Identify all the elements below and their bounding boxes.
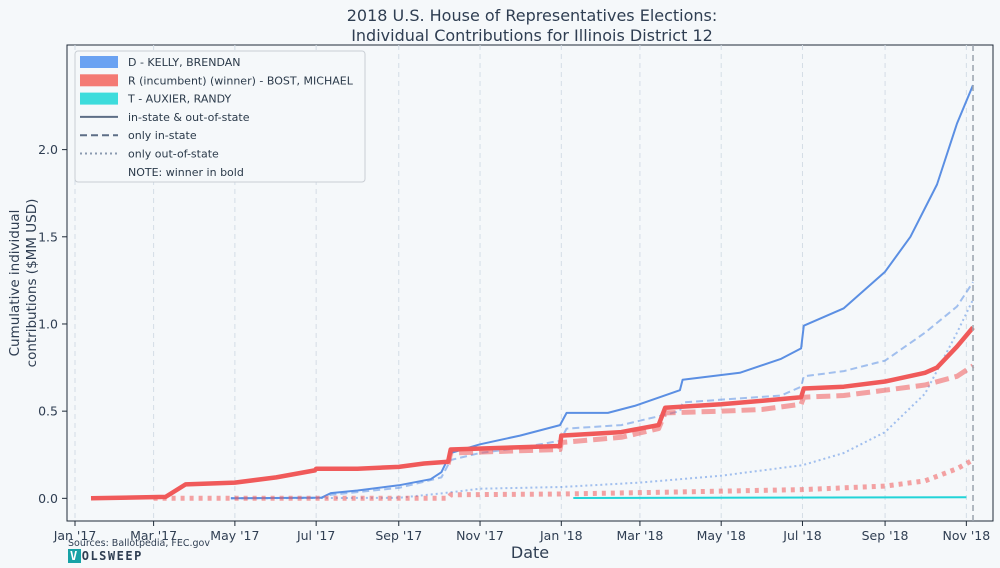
series-line-r-in-state-out-of-state — [90, 326, 975, 501]
y-axis-label-line-2: contributions ($MM USD) — [24, 199, 40, 368]
y-tick-label: 2.0 — [38, 142, 58, 157]
legend-entry-d-kelly-brendan: D - KELLY, BRENDAN — [80, 56, 241, 69]
logo-text: OLSWEEP — [81, 549, 143, 563]
y-tick-label: 0.5 — [38, 404, 58, 419]
x-tick-label: Nov '18 — [942, 528, 990, 543]
series-line-t-in-state-out-of-state — [573, 496, 967, 499]
legend-label: only out-of-state — [128, 148, 219, 161]
y-tick-label: 0.0 — [38, 491, 58, 506]
legend-entry-t-auxier-randy: T - AUXIER, RANDY — [80, 92, 231, 106]
chart-title: 2018 U.S. House of Representatives Elect… — [347, 6, 718, 45]
legend-label: R (incumbent) (winner) - BOST, MICHAEL — [128, 74, 354, 87]
series-line-d-only-out-of-state — [230, 299, 974, 500]
legend-label: in-state & out-of-state — [128, 111, 250, 124]
chart-title-line-2: Individual Contributions for Illinois Di… — [351, 26, 713, 45]
legend-swatch — [80, 74, 118, 87]
legend-swatch — [80, 92, 118, 105]
plot-area — [66, 44, 994, 522]
grid-lines — [74, 45, 967, 521]
x-axis-ticks: Jan '17 Mar '17 May '17 Jul '17 Sep '17 Nov '… — [53, 521, 990, 543]
logo-v: V — [68, 549, 81, 563]
legend: D - KELLY, BRENDAN R (incumbent) (winner)… — [74, 50, 366, 183]
series-line-d-only-in-state — [230, 281, 974, 500]
y-axis-ticks: 0.0 0.5 1.0 1.5 2.0 — [38, 142, 67, 506]
sources-note: Sources: Ballotpedia, FEC.gov — [68, 538, 210, 549]
x-tick-label: Mar '17 — [130, 528, 177, 543]
legend-entry-only-in-state: only in-state — [80, 129, 197, 142]
legend-entry-in-state-out-of-state: in-state & out-of-state — [80, 111, 250, 124]
x-tick-label: Mar '18 — [616, 528, 663, 543]
legend-entry-r-incumbent-winner-bost-michael: R (incumbent) (winner) - BOST, MICHAEL — [80, 74, 354, 87]
legend-label: D - KELLY, BRENDAN — [128, 56, 241, 69]
series-line-r-only-in-state — [445, 363, 975, 465]
y-tick-label: 1.0 — [38, 316, 58, 331]
legend-label: T - AUXIER, RANDY — [127, 93, 231, 106]
x-tick-label: Sep '18 — [862, 528, 909, 543]
x-tick-label: Jan '17 — [53, 528, 97, 543]
y-axis-label-line-1: Cumulative individual — [7, 210, 23, 357]
series-lines — [90, 84, 975, 501]
x-tick-label: Jan '18 — [539, 528, 583, 543]
series-line-d-in-state-out-of-state — [230, 84, 974, 500]
x-tick-label: Sep '17 — [375, 528, 422, 543]
x-tick-label: May '17 — [210, 528, 259, 543]
y-tick-label: 1.5 — [38, 229, 58, 244]
x-tick-label: Nov '17 — [456, 528, 504, 543]
chart-title-line-1: 2018 U.S. House of Representatives Elect… — [347, 6, 718, 25]
x-axis-label: Date — [511, 543, 549, 562]
legend-entry-only-out-of-state: only out-of-state — [80, 148, 219, 161]
x-tick-label: Jul '18 — [782, 528, 821, 543]
legend-box — [74, 50, 366, 183]
volsweep-logo: V OLSWEEP — [68, 549, 143, 563]
legend-entry-note-winner-in-bold: NOTE: winner in bold — [128, 166, 244, 179]
legend-swatch — [80, 56, 118, 68]
y-axis-label: Cumulative individual contributions ($MM… — [7, 199, 40, 368]
legend-label: NOTE: winner in bold — [128, 166, 244, 179]
x-tick-label: Jul '17 — [296, 528, 335, 543]
x-tick-label: May '18 — [697, 528, 746, 543]
legend-label: only in-state — [128, 129, 197, 142]
